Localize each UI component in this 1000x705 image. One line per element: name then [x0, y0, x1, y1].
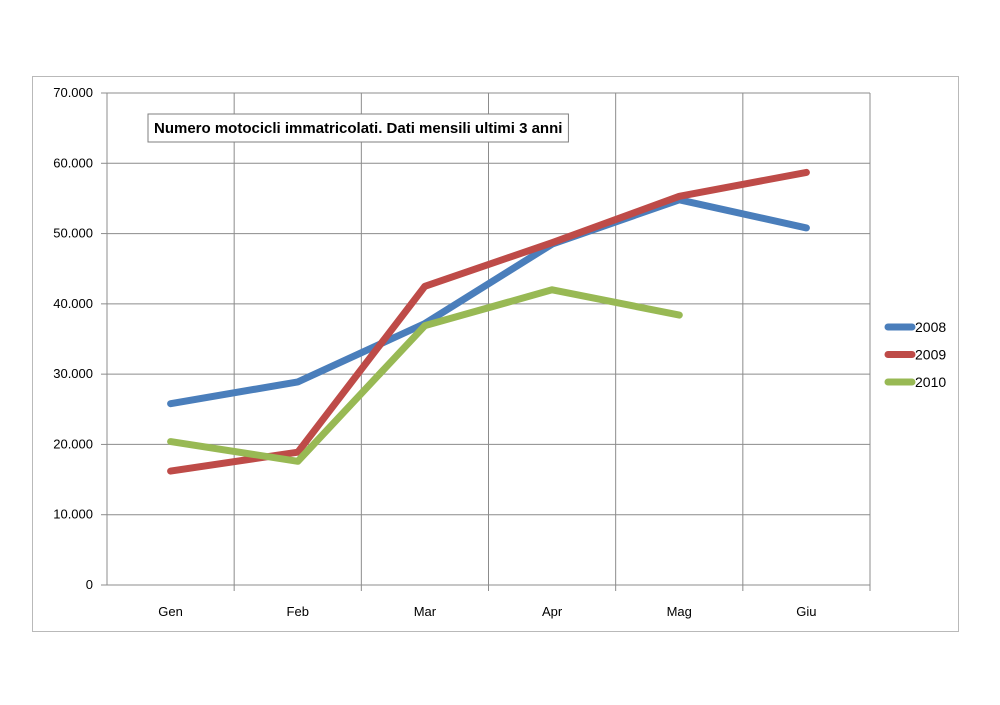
data-point-2010: [551, 289, 553, 291]
series-layer: [167, 168, 810, 475]
axis-layer: 0 10.000 20.000 30.000 40.000 50.000 60.000 70.…: [53, 85, 870, 619]
data-point-2008: [170, 403, 172, 405]
data-point-2009: [551, 242, 553, 244]
data-point-2009: [678, 195, 680, 197]
legend: 2008 2009 2010: [884, 319, 946, 390]
x-tick-label: Gen: [158, 604, 183, 619]
chart-title: Numero motocicli immatricolati. Dati men…: [154, 120, 562, 137]
x-tick-label: Apr: [542, 604, 563, 619]
chart-title-box: Numero motocicli immatricolati. Dati men…: [147, 113, 569, 143]
y-tick-label: 10.000: [53, 507, 93, 522]
y-tick-label: 50.000: [53, 226, 93, 241]
x-tick-label: Mar: [414, 604, 437, 619]
data-point-2009: [170, 470, 172, 472]
data-point-2009: [805, 171, 807, 173]
x-tick-label: Mag: [667, 604, 692, 619]
y-tick-label: 30.000: [53, 366, 93, 381]
y-tick-label: 70.000: [53, 85, 93, 100]
legend-label-2010: 2010: [915, 374, 946, 390]
y-tick-label: 60.000: [53, 155, 93, 170]
chart-frame: [32, 76, 959, 632]
legend-label-2008: 2008: [915, 319, 946, 335]
data-point-2008: [297, 381, 299, 383]
data-point-2010: [170, 441, 172, 443]
data-point-2009: [424, 285, 426, 287]
series-line-2008: [167, 196, 810, 408]
x-tick-label: Giu: [796, 604, 816, 619]
data-point-2010: [297, 460, 299, 462]
y-tick-label: 20.000: [53, 436, 93, 451]
data-point-2009: [297, 451, 299, 453]
data-point-2010: [424, 325, 426, 327]
data-point-2010: [678, 314, 680, 316]
x-tick-label: Feb: [287, 604, 309, 619]
data-point-2008: [805, 227, 807, 229]
y-tick-label: 0: [86, 577, 93, 592]
series-line-2010: [167, 286, 683, 465]
legend-label-2009: 2009: [915, 347, 946, 363]
grid-layer: [101, 92, 871, 591]
y-tick-label: 40.000: [53, 296, 93, 311]
